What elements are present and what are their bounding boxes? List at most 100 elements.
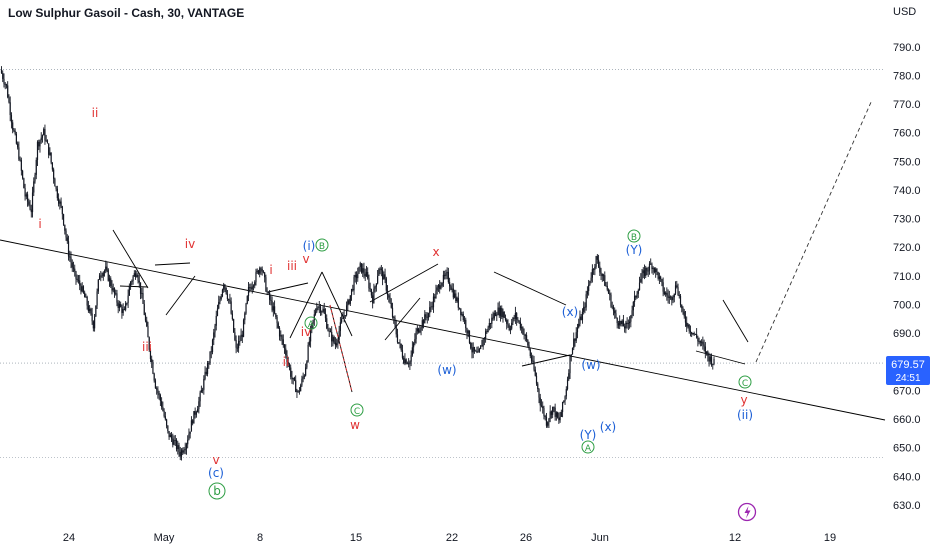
candle-body <box>667 295 669 298</box>
candle-body <box>3 78 5 84</box>
candle-body <box>348 300 350 304</box>
candle-body <box>552 406 554 415</box>
candle-body <box>547 422 549 426</box>
candle-body <box>125 303 127 310</box>
wave-label: (i) <box>303 239 316 253</box>
candle-body <box>317 307 319 309</box>
candle-body <box>525 335 528 340</box>
candle-body <box>363 268 365 274</box>
candle-body <box>565 389 567 397</box>
candle-body <box>574 338 576 341</box>
candle-body <box>240 334 242 341</box>
candle-body <box>105 266 107 271</box>
candle-body <box>535 375 538 384</box>
candle-body <box>471 348 473 353</box>
candle-body <box>234 332 236 340</box>
candle-body <box>482 339 484 347</box>
candle-body <box>599 266 601 273</box>
price-axis[interactable]: USD630.0640.0650.0660.0670.0680.0690.070… <box>893 6 921 512</box>
candle-body <box>712 363 714 365</box>
wave-label: iv <box>301 325 311 339</box>
candle-body <box>350 288 353 296</box>
candle-body <box>395 325 397 335</box>
candle-body <box>473 347 476 351</box>
candle-body <box>332 337 334 342</box>
candle-body <box>446 271 448 274</box>
x-tick-label: 12 <box>729 532 741 544</box>
candle-body <box>349 295 351 304</box>
candle-body <box>251 286 253 290</box>
candle-body <box>228 299 230 300</box>
candle-body <box>322 308 324 312</box>
candle-body <box>117 302 119 308</box>
candle-body <box>199 392 201 402</box>
candle-body <box>252 285 255 287</box>
candle-body <box>34 174 36 182</box>
wave-label: ii <box>92 106 99 120</box>
candle-body <box>278 327 281 337</box>
candle-body <box>597 259 600 267</box>
candle-body <box>478 349 481 352</box>
wave-label: (x) <box>562 305 578 319</box>
candle-body <box>409 361 411 365</box>
candle-body <box>307 344 309 362</box>
candle-body <box>620 320 622 324</box>
trend-line <box>493 271 567 306</box>
candle-body <box>424 314 426 324</box>
candle-body <box>671 296 673 301</box>
candle-body <box>233 319 235 333</box>
time-axis[interactable]: 24 May 8 15 22 26 Jun 12 19 <box>63 532 836 544</box>
wave-label: w <box>350 418 360 432</box>
wave-label: i <box>38 217 41 231</box>
candle-body <box>127 295 129 303</box>
candle-body <box>362 268 364 273</box>
candle-body <box>624 326 626 329</box>
currency-label: USD <box>893 6 916 18</box>
candle-body <box>355 275 358 279</box>
candle-body <box>324 313 327 319</box>
candle-body <box>609 293 611 295</box>
candle-body <box>524 335 526 336</box>
candle-body <box>272 306 274 311</box>
wave-label-circle <box>581 440 595 454</box>
candle-body <box>60 201 62 207</box>
candle-body <box>5 84 8 86</box>
candle-body <box>303 375 305 377</box>
lightning-icon[interactable] <box>737 502 757 522</box>
candle-body <box>93 316 96 329</box>
candle-body <box>398 342 400 344</box>
candle-body <box>283 345 286 349</box>
candle-body <box>108 278 111 281</box>
candle-body <box>50 152 52 163</box>
candle-body <box>403 357 405 364</box>
candle-body <box>549 411 551 419</box>
candle-body <box>688 324 690 331</box>
candle-body <box>472 347 474 353</box>
candle-body <box>189 431 191 434</box>
candle-body <box>604 275 606 286</box>
candle-body <box>677 287 679 296</box>
candle-body <box>297 390 299 392</box>
candle-body <box>329 330 332 332</box>
trend-line <box>329 304 353 393</box>
lightning-bolt <box>744 506 751 519</box>
candle-body <box>666 292 668 296</box>
y-tick-label: 630.0 <box>893 500 921 512</box>
candle-body <box>106 266 108 270</box>
candle-body <box>417 328 420 333</box>
candle-body <box>264 272 266 278</box>
candle-body <box>499 308 502 316</box>
candle-body <box>635 295 637 298</box>
candle-body <box>96 291 98 306</box>
candle-body <box>82 286 85 293</box>
candle-body <box>183 450 185 453</box>
trend-line <box>267 282 309 293</box>
candle-body <box>391 307 394 318</box>
candle-body <box>421 320 423 328</box>
candle-body <box>122 309 124 313</box>
candle-body <box>131 281 133 282</box>
candle-body <box>463 319 466 321</box>
candle-body <box>553 406 555 408</box>
wave-label-circle <box>304 316 318 330</box>
